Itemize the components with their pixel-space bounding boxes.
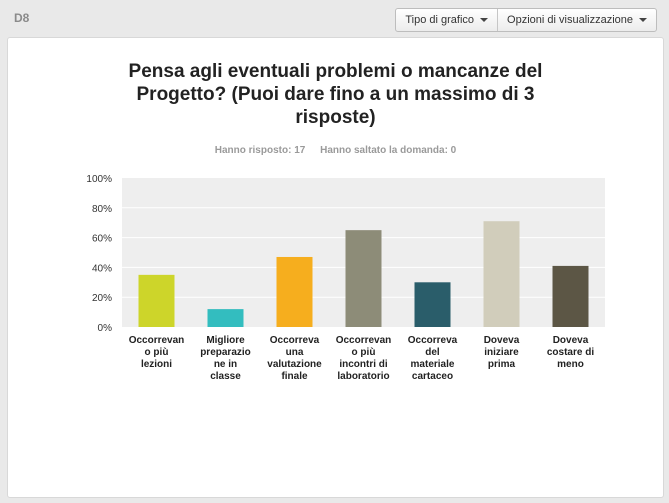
x-tick-label: Migliore preparazio ne in classe — [200, 335, 251, 382]
bar-chart: 0% 20% 40% 60% 80% 100% Occorrevan o più lezioni… — [86, 174, 605, 382]
question-id: D8 — [14, 11, 30, 25]
chart-type-button[interactable]: Tipo di grafico — [396, 9, 497, 31]
x-tick-label: Occorrevan o più incontri di laboratorio — [336, 335, 392, 382]
bar — [552, 265, 589, 327]
bar — [345, 230, 382, 327]
bar — [276, 256, 313, 327]
x-tick-label: Doveva iniziare prima — [484, 335, 520, 370]
chart-type-label: Tipo di grafico — [405, 14, 475, 26]
bar — [483, 221, 520, 327]
x-tick-label: Occorreva una valutazione finale — [267, 335, 322, 382]
y-tick-label: 60% — [92, 234, 112, 245]
display-options-label: Opzioni di visualizzazione — [507, 14, 633, 26]
question-title: Pensa agli eventuali problemi o mancanze… — [128, 61, 543, 128]
bar — [138, 274, 175, 327]
response-stats: Hanno risposto: 17 Hanno saltato la doma… — [8, 145, 663, 156]
chevron-down-icon — [639, 18, 647, 22]
chevron-down-icon — [480, 18, 489, 22]
question-panel: Pensa agli eventuali problemi o mancanze… — [7, 37, 664, 498]
y-tick-label: 80% — [92, 204, 112, 215]
x-tick-label: Occorrevan o più lezioni — [129, 335, 185, 370]
display-options-button[interactable]: Opzioni di visualizzazione — [497, 9, 656, 31]
bar — [414, 282, 451, 327]
answered-count: Hanno risposto: 17 — [214, 145, 306, 156]
bar — [207, 309, 244, 327]
y-tick-label: 0% — [98, 323, 113, 334]
skipped-count: Hanno saltato la domanda: 0 — [320, 145, 457, 156]
y-tick-label: 100% — [86, 174, 112, 185]
y-tick-label: 20% — [92, 293, 112, 304]
x-tick-label: Occorreva del materiale cartaceo — [408, 335, 458, 382]
chart-toolbar: Tipo di grafico Opzioni di visualizzazio… — [395, 8, 657, 32]
y-tick-label: 40% — [92, 263, 112, 274]
x-tick-label: Doveva costare di meno — [547, 335, 594, 370]
